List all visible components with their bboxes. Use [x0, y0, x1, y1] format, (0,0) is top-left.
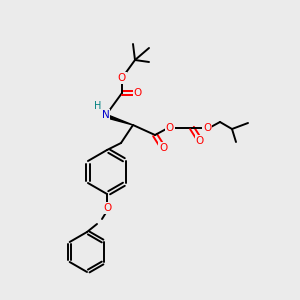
Text: O: O: [166, 123, 174, 133]
Text: O: O: [134, 88, 142, 98]
Text: O: O: [159, 143, 167, 153]
Text: O: O: [196, 136, 204, 146]
Polygon shape: [109, 116, 133, 125]
Text: O: O: [203, 123, 211, 133]
Text: O: O: [118, 73, 126, 83]
Text: N: N: [102, 110, 110, 120]
Text: O: O: [103, 203, 111, 213]
Text: H: H: [94, 101, 102, 111]
